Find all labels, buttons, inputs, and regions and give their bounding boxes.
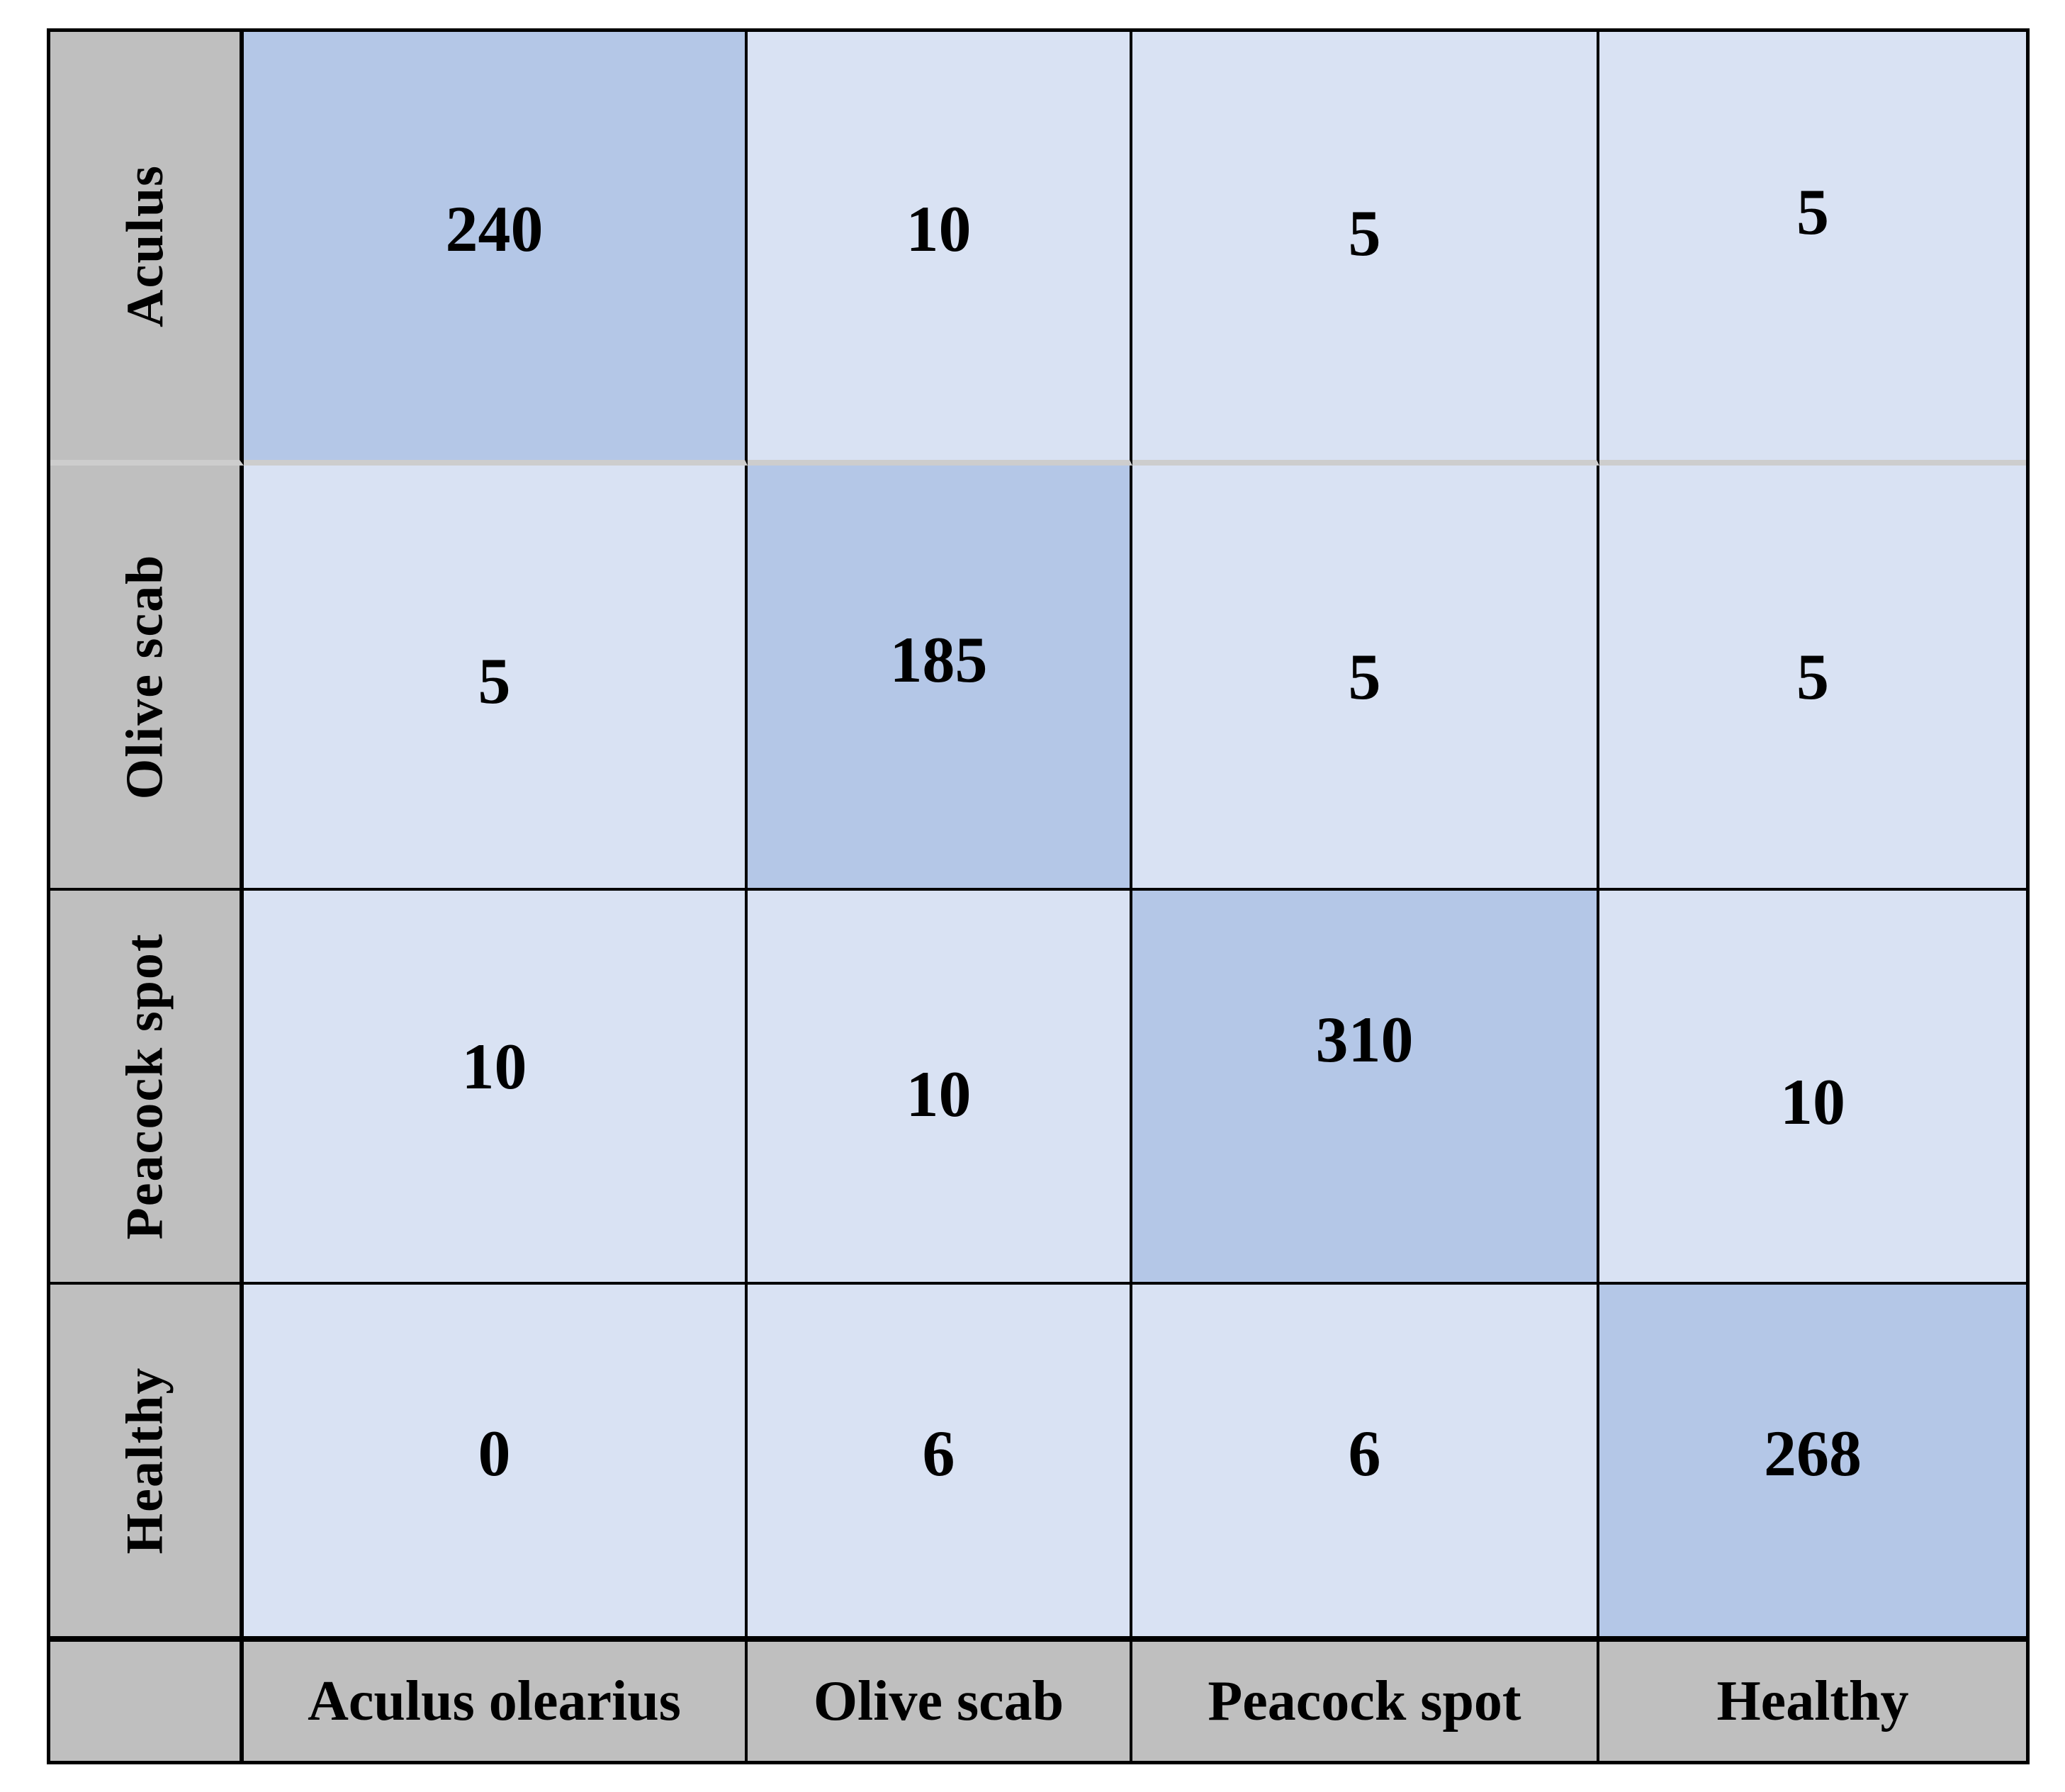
col-header-peacock-spot: Peacock spot <box>1132 1642 1599 1761</box>
matrix-cell-r2c0: 10 <box>244 891 748 1285</box>
confusion-matrix-table: Aculus 240 10 5 5 Olive scab 5 185 5 5 P… <box>47 28 2030 1764</box>
col-header-healthy: Healthy <box>1599 1642 2026 1761</box>
matrix-cell-r2c1: 10 <box>748 891 1132 1285</box>
col-header-aculus-olearius: Aculus olearius <box>244 1642 748 1761</box>
matrix-cell-r0c1: 10 <box>748 32 1132 466</box>
cell-value: 10 <box>906 192 972 265</box>
col-label: Healthy <box>1716 1670 1909 1732</box>
matrix-cell-r3c2: 6 <box>1132 1285 1599 1642</box>
matrix-cell-r3c0: 0 <box>244 1285 748 1642</box>
matrix-cell-r1c0: 5 <box>244 466 748 891</box>
row-header-peacock-spot: Peacock spot <box>50 891 244 1285</box>
matrix-cell-r1c1: 185 <box>748 466 1132 891</box>
row-label: Healthy <box>116 1366 174 1555</box>
cell-value: 6 <box>1348 1417 1381 1490</box>
cell-value: 240 <box>445 192 544 265</box>
matrix-cell-r0c0: 240 <box>244 32 748 466</box>
row-label: Aculus <box>116 164 174 327</box>
matrix-cell-r2c2: 310 <box>1132 891 1599 1285</box>
matrix-cell-r3c1: 6 <box>748 1285 1132 1642</box>
col-label: Peacock spot <box>1208 1670 1521 1732</box>
row-header-healthy: Healthy <box>50 1285 244 1642</box>
cell-value: 5 <box>1348 196 1381 269</box>
matrix-cell-r0c3: 5 <box>1599 32 2026 466</box>
matrix-cell-r1c3: 5 <box>1599 466 2026 891</box>
corner-cell <box>50 1642 244 1761</box>
cell-value: 5 <box>1796 641 1829 713</box>
row-label: Olive scab <box>116 553 174 800</box>
col-label: Olive scab <box>813 1670 1064 1732</box>
col-label: Aculus olearius <box>308 1670 681 1732</box>
matrix-cell-r2c3: 10 <box>1599 891 2026 1285</box>
cell-value: 310 <box>1315 1003 1414 1076</box>
matrix-cell-r0c2: 5 <box>1132 32 1599 466</box>
col-header-olive-scab: Olive scab <box>748 1642 1132 1761</box>
cell-value: 10 <box>1780 1066 1845 1139</box>
cell-value: 5 <box>1796 175 1829 248</box>
row-header-olive-scab: Olive scab <box>50 466 244 891</box>
row-header-aculus: Aculus <box>50 32 244 466</box>
cell-value: 185 <box>889 624 988 697</box>
cell-value: 10 <box>906 1058 972 1131</box>
cell-value: 6 <box>922 1417 955 1490</box>
cell-value: 268 <box>1764 1417 1862 1490</box>
row-label: Peacock spot <box>116 932 174 1240</box>
matrix-cell-r1c2: 5 <box>1132 466 1599 891</box>
cell-value: 10 <box>461 1030 527 1103</box>
cell-value: 0 <box>478 1417 511 1490</box>
cell-value: 5 <box>1348 641 1381 713</box>
matrix-cell-r3c3: 268 <box>1599 1285 2026 1642</box>
cell-value: 5 <box>478 644 511 717</box>
